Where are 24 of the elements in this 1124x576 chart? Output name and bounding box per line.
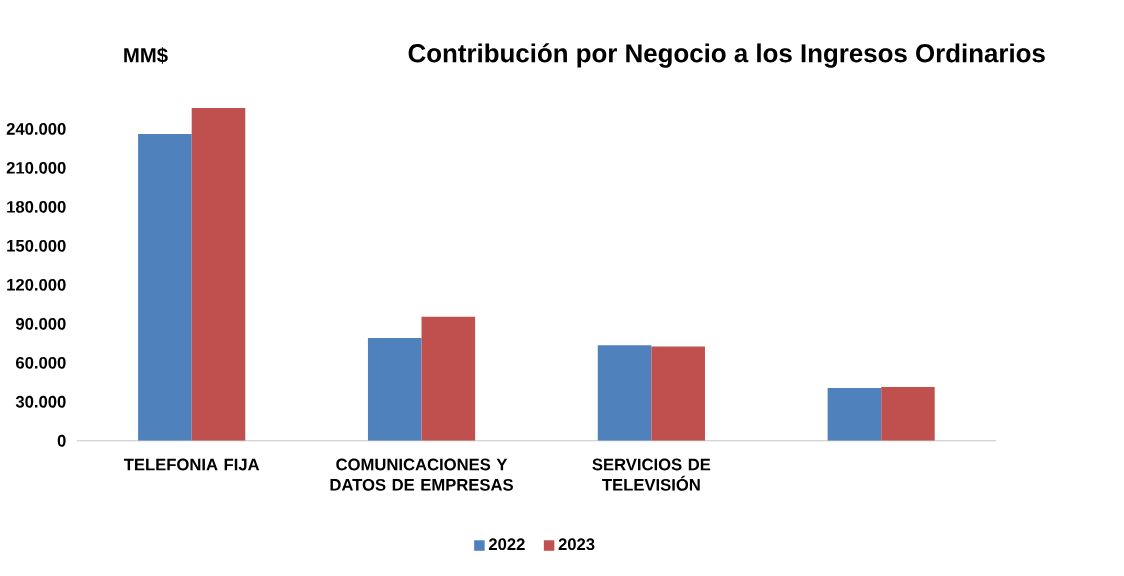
bar (421, 316, 476, 441)
chart-title: Contribución por Negocio a los Ingresos Ordinarios (408, 43, 1045, 68)
y-tick-label: 150.000 (7, 240, 66, 252)
y-tick-label: 30.000 (15, 396, 66, 408)
bar (597, 345, 652, 441)
x-tick-label: TELEFONIA FIJA (123, 458, 260, 471)
y-tick-label: 120.000 (7, 279, 66, 291)
x-tick-label: COMUNICACIONES Y DATOS DE EMPRESAS (330, 458, 513, 491)
legend-label: 2022 (488, 538, 525, 551)
y-tick-label: 210.000 (6, 162, 66, 174)
y-axis-title: MM$ (124, 47, 168, 64)
y-tick-label: 90.000 (15, 318, 66, 330)
bar (651, 346, 705, 441)
bar (191, 108, 246, 441)
y-tick-label: 240.000 (6, 123, 66, 135)
bar (138, 134, 192, 441)
x-tick-label: SERVICIOS DE TELEVISIÓN (592, 458, 711, 491)
legend-label: 2023 (558, 538, 595, 551)
y-tick-label: 0 (57, 435, 66, 447)
y-tick-label: 180.000 (7, 201, 66, 213)
bar (827, 388, 882, 441)
bar (881, 387, 935, 441)
y-tick-label: 60.000 (16, 357, 66, 369)
bar (367, 338, 422, 441)
